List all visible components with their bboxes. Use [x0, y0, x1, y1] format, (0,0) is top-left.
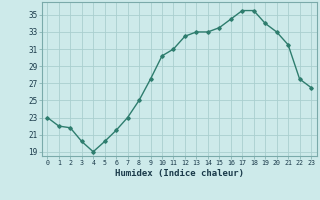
X-axis label: Humidex (Indice chaleur): Humidex (Indice chaleur)	[115, 169, 244, 178]
